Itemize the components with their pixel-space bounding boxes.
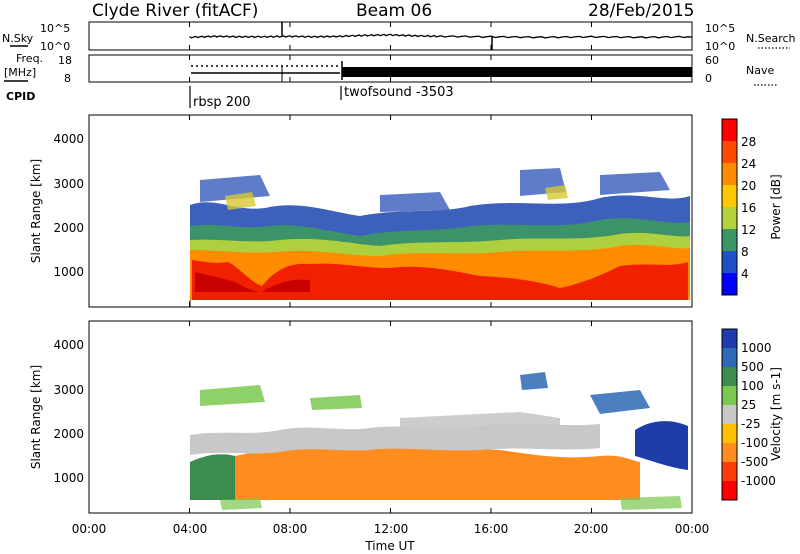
vel-cb-tick-100: 100: [741, 379, 764, 393]
x-tick-label-0: 00:00: [72, 522, 107, 536]
x-tick-label-5: 20:00: [574, 522, 609, 536]
power-cb-3: [722, 163, 737, 185]
vel-band-grey-top: [400, 412, 560, 432]
vel-cb-tick-m100: -100: [741, 436, 768, 450]
vel-cb-4: [722, 386, 737, 405]
nave-tick-top: 60: [705, 54, 719, 67]
power-cb-6: [722, 229, 737, 251]
vel-band-blue-scatter: [520, 372, 650, 414]
vel-cb-tick-25: 25: [741, 398, 756, 412]
power-cb-4: [722, 185, 737, 207]
vel-band-lower-scatter: [220, 496, 682, 510]
station-title: Clyde River (fitACF): [92, 1, 258, 21]
cpid-label: CPID: [6, 90, 35, 103]
velocity-ytick-2000: 2000: [53, 427, 84, 441]
power-ytick-2000: 2000: [53, 221, 84, 235]
power-panel: Slant Range [km] 1000 2000 3000 4000 28 …: [29, 114, 783, 308]
velocity-ylabel: Slant Range [km]: [29, 365, 43, 469]
vel-cb-1: [722, 329, 737, 348]
noise-panel: N.Sky 10^5 10^0 N.Search 10^5 10^0: [2, 21, 796, 53]
vel-cb-tick-m1000: -1000: [741, 474, 776, 488]
vel-cb-label: Velocity [m s-1]: [769, 367, 783, 461]
cpid-segment-a: rbsp 200: [193, 95, 251, 110]
x-tick-marks: [88, 22, 693, 513]
power-ylabel: Slant Range [km]: [29, 159, 43, 263]
vel-band-green-upper: [200, 385, 362, 410]
power-cb-2: [722, 141, 737, 163]
power-heatmap: [190, 168, 690, 300]
x-tick-label-6: 00:00: [675, 522, 710, 536]
x-tick-label-1: 04:00: [173, 522, 208, 536]
n-sky-tick-top: 10^5: [40, 22, 70, 35]
n-sky-series: [189, 33, 693, 39]
velocity-ytick-4000: 4000: [53, 338, 84, 352]
velocity-ytick-1000: 1000: [53, 471, 84, 485]
n-sky-label: N.Sky: [2, 32, 34, 45]
vel-cb-tick-500: 500: [741, 360, 764, 374]
x-tick-label-2: 08:00: [273, 522, 308, 536]
power-cb-1: [722, 119, 737, 141]
x-tick-label-4: 16:00: [474, 522, 509, 536]
power-cb-tick-8: 8: [741, 245, 749, 259]
vel-cb-tick-1000: 1000: [741, 341, 772, 355]
vel-cb-frame: [721, 328, 738, 501]
vel-cb-tick-m500: -500: [741, 455, 768, 469]
vel-cb-6: [722, 424, 737, 443]
x-tick-label-3: 12:00: [374, 522, 409, 536]
velocity-heatmap: [190, 372, 688, 510]
nave-tick-bottom: 0: [705, 72, 712, 85]
power-ytick-3000: 3000: [53, 177, 84, 191]
power-colorbar: 28 24 20 16 12 8 4 Power [dB]: [721, 118, 783, 296]
power-cb-frame: [721, 118, 738, 296]
nave-label: Nave: [746, 64, 774, 77]
velocity-panel: Slant Range [km] 1000 2000 3000 4000 100…: [29, 320, 783, 514]
velocity-ytick-3000: 3000: [53, 383, 84, 397]
freq-tick-bottom: 8: [64, 72, 71, 85]
vel-cb-5: [722, 405, 737, 424]
vel-cb-8: [722, 462, 737, 481]
vel-cb-7: [722, 443, 737, 462]
freq-label-2: [MHz]: [4, 66, 36, 79]
n-search-tick-bottom: 10^0: [705, 40, 735, 53]
x-axis: 00:00 04:00 08:00 12:00 16:00 20:00 00:0…: [72, 522, 710, 553]
power-cb-tick-24: 24: [741, 157, 756, 171]
n-search-tick-top: 10^5: [705, 22, 735, 35]
vel-cb-tick-m25: -25: [741, 417, 761, 431]
freq-tick-top: 18: [58, 54, 72, 67]
power-cb-tick-20: 20: [741, 179, 756, 193]
vel-band-orange: [235, 443, 640, 500]
power-cb-tick-28: 28: [741, 135, 756, 149]
vel-cb-3: [722, 367, 737, 386]
power-cb-8: [722, 273, 737, 295]
power-cb-5: [722, 207, 737, 229]
power-cb-tick-4: 4: [741, 267, 749, 281]
freq-block-b: [342, 67, 692, 77]
vel-band-grey: [190, 423, 600, 455]
power-band-dark-red: [195, 272, 310, 292]
power-ytick-1000: 1000: [53, 265, 84, 279]
beam-title: Beam 06: [356, 1, 432, 21]
cpid-segment-b: twofsound -3503: [344, 85, 454, 100]
n-search-label: N.Search: [746, 32, 796, 45]
power-cb-tick-12: 12: [741, 223, 756, 237]
power-ytick-4000: 4000: [53, 132, 84, 146]
power-scatter-upper: [200, 168, 670, 212]
freq-label-1: Freq.: [16, 52, 43, 65]
velocity-colorbar: 1000 500 100 25 -25 -100 -500 -1000 Velo…: [721, 328, 783, 501]
power-cb-label: Power [dB]: [769, 174, 783, 239]
power-cb-7: [722, 251, 737, 273]
n-sky-tick-bottom: 10^0: [40, 40, 70, 53]
power-cb-tick-16: 16: [741, 201, 756, 215]
vel-band-blue-right: [635, 421, 688, 470]
x-axis-label: Time UT: [364, 539, 415, 553]
vel-cb-2: [722, 348, 737, 367]
power-band-red: [192, 260, 688, 300]
vel-cb-9: [722, 481, 737, 500]
date-title: 28/Feb/2015: [588, 1, 694, 21]
